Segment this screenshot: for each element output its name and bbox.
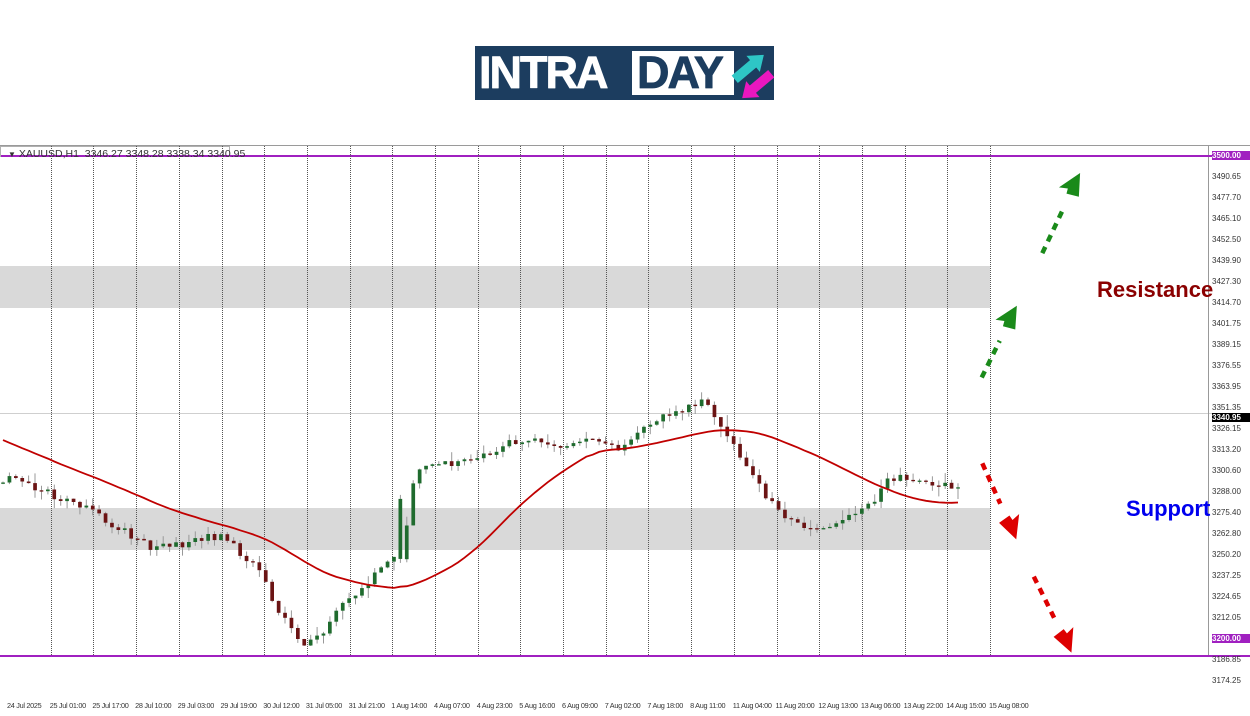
svg-text:INTRA: INTRA <box>479 47 608 98</box>
svg-text:DAY: DAY <box>637 47 724 98</box>
